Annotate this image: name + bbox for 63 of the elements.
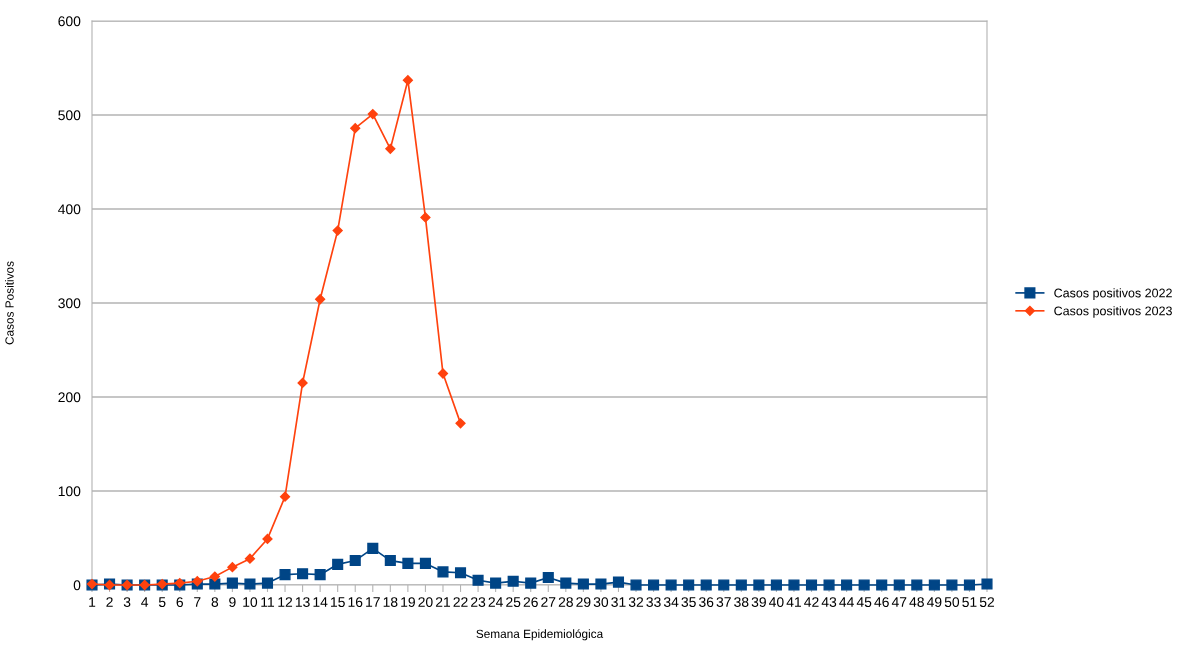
x-tick-label: 24	[488, 597, 503, 607]
x-tick-label: 43	[821, 597, 837, 608]
x-tick-label: 3	[123, 597, 131, 608]
x-tick-label: 16	[348, 597, 363, 608]
x-tick-label: 41	[786, 597, 802, 607]
x-tick-label: 27	[541, 597, 556, 607]
y-tick-label: 400	[58, 204, 81, 215]
x-tick-label: 34	[663, 597, 679, 608]
x-tick-label: 21	[435, 597, 451, 607]
x-tick-label: 5	[158, 597, 166, 608]
x-tick-label: 39	[751, 597, 766, 608]
x-tick-label: 35	[681, 597, 696, 608]
x-tick-label: 22	[453, 597, 468, 607]
x-tick-label: 28	[558, 597, 573, 608]
legend-label: Casos positivos 2022	[1054, 288, 1172, 300]
x-tick-label: 4	[141, 597, 149, 607]
x-tick-label: 40	[769, 597, 784, 608]
x-tick-label: 32	[628, 597, 644, 608]
x-tick-label: 47	[891, 597, 907, 607]
y-axis-title: Casos Positivos	[5, 261, 14, 345]
x-tick-label: 9	[229, 597, 236, 608]
x-tick-label: 46	[874, 597, 889, 608]
x-tick-label: 48	[909, 597, 924, 608]
x-tick-label: 25	[506, 597, 521, 608]
x-tick-label: 42	[804, 597, 819, 607]
x-tick-label: 51	[962, 597, 977, 608]
y-tick-label: 300	[58, 298, 81, 309]
x-tick-label: 37	[716, 597, 731, 608]
x-tick-label: 11	[261, 597, 275, 607]
x-tick-label: 33	[646, 597, 661, 608]
x-tick-label: 20	[418, 597, 433, 608]
x-tick-label: 23	[471, 597, 486, 608]
y-tick-label: 600	[58, 16, 81, 27]
x-tick-label: 17	[366, 597, 380, 607]
x-axis-title: Semana Epidemiológica	[476, 629, 604, 641]
x-tick-label: 31	[611, 597, 626, 608]
x-tick-label: 19	[401, 597, 415, 608]
legend-label: Casos positivos 2023	[1054, 306, 1172, 318]
x-tick-label: 29	[576, 597, 591, 608]
x-tick-label: 12	[278, 597, 293, 607]
y-tick-label: 500	[58, 110, 81, 121]
x-tick-label: 52	[979, 597, 995, 608]
x-tick-label: 50	[944, 597, 960, 608]
x-tick-label: 18	[383, 597, 398, 608]
x-tick-label: 13	[295, 597, 310, 608]
x-tick-label: 30	[593, 597, 609, 608]
x-tick-label: 44	[839, 597, 854, 607]
x-tick-label: 15	[331, 597, 345, 608]
x-tick-label: 1	[89, 597, 96, 607]
x-tick-label: 2	[106, 597, 113, 607]
x-tick-label: 7	[194, 597, 201, 607]
x-tick-label: 49	[926, 597, 942, 608]
x-tick-label: 10	[243, 597, 258, 608]
x-tick-label: 38	[734, 597, 749, 608]
y-tick-label: 100	[58, 486, 81, 497]
x-tick-label: 6	[176, 597, 183, 608]
y-tick-label: 200	[58, 392, 81, 403]
x-tick-label: 45	[856, 597, 872, 608]
x-tick-label: 36	[699, 597, 714, 608]
x-tick-label: 8	[211, 597, 219, 608]
x-tick-label: 14	[313, 597, 328, 607]
y-tick-label: 0	[73, 580, 81, 591]
x-tick-label: 26	[523, 597, 538, 608]
